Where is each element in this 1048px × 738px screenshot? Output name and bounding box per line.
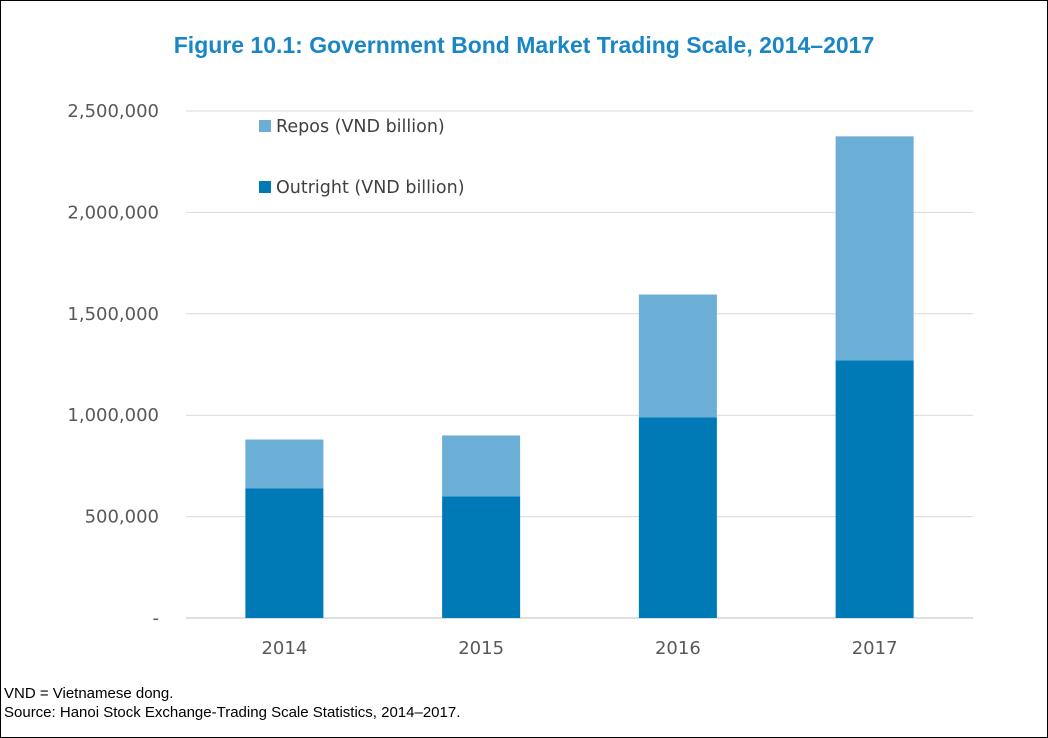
x-tick-label: 2016 — [655, 638, 701, 659]
legend-label-repos: Repos (VND billion) — [276, 117, 445, 137]
bar-outright — [835, 360, 914, 618]
bar-outright — [638, 417, 717, 618]
y-tick-label: - — [153, 608, 160, 629]
y-tick-label: 1,000,000 — [67, 405, 159, 426]
bar-outright — [442, 496, 521, 618]
bar-repos — [835, 136, 914, 361]
abbreviation-note: VND = Vietnamese dong. — [4, 685, 174, 702]
y-tick-label: 2,500,000 — [67, 101, 159, 122]
x-tick-label: 2014 — [261, 638, 307, 659]
bar-repos — [638, 294, 717, 418]
chart-title: Figure 10.1: Government Bond Market Trad… — [173, 32, 875, 58]
legend-swatch-outright — [259, 181, 271, 193]
y-tick-label: 500,000 — [85, 507, 159, 528]
y-tick-label: 2,000,000 — [67, 202, 159, 223]
x-tick-label: 2015 — [458, 638, 504, 659]
bar-repos — [442, 435, 521, 497]
y-tick-label: 1,500,000 — [67, 304, 159, 325]
bar-outright — [245, 488, 324, 618]
x-tick-label: 2017 — [852, 638, 898, 659]
source-note: Source: Hanoi Stock Exchange-Trading Sca… — [4, 704, 461, 721]
legend-label-outright: Outright (VND billion) — [276, 178, 465, 198]
legend-swatch-repos — [259, 120, 271, 132]
bar-repos — [245, 439, 324, 489]
